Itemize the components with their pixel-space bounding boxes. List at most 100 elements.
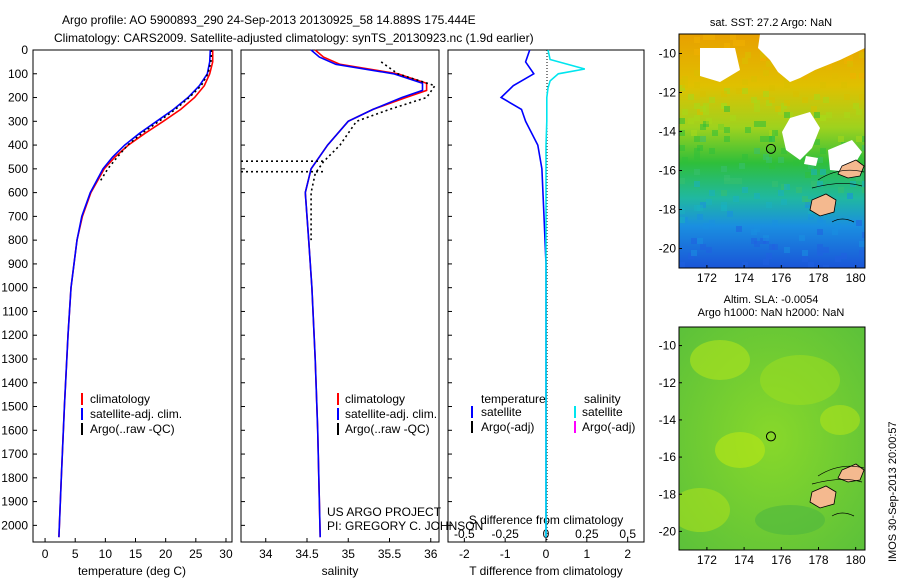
map-x-tick-label: 176 xyxy=(771,553,791,567)
y-tick-label: 100 xyxy=(8,67,28,81)
t-diff-xlabel: T difference from climatology xyxy=(469,564,623,578)
y-tick-label: 1800 xyxy=(1,471,28,485)
temperature-curves xyxy=(58,49,214,538)
y-tick-label: 1600 xyxy=(1,423,28,437)
y-tick-label: 1300 xyxy=(1,352,28,366)
y-tick-label: 600 xyxy=(8,186,28,200)
temperature-xlabel: temperature (deg C) xyxy=(78,564,186,578)
x-tick-label: 35.5 xyxy=(378,547,402,561)
map-y-tick-label: -18 xyxy=(659,203,677,217)
map-x-tick-label: 172 xyxy=(697,271,717,285)
series-satellite-adj--clim- xyxy=(304,49,424,538)
map-y-tick-label: -20 xyxy=(659,524,677,538)
map-y-tick-label: -16 xyxy=(659,450,677,464)
float-position-marker xyxy=(765,431,776,442)
y-tick-label: 1200 xyxy=(1,328,28,342)
map-y-tick-label: -12 xyxy=(659,86,677,100)
x-tick-label: 36 xyxy=(424,547,438,561)
x-tick-label: 2 xyxy=(624,547,631,561)
map1-axes: 172 174 176 178 180 -10 -12 -14 -16 -18 -20 xyxy=(659,47,866,286)
x2-tick-label: -0.25 xyxy=(491,527,519,541)
temperature-x-axis: 0 5 10 15 20 25 30 xyxy=(42,538,233,561)
x2-tick-label: 0.5 xyxy=(619,527,636,541)
x-tick-label: -1 xyxy=(500,547,511,561)
series-climatology xyxy=(58,50,214,538)
x-tick-label: 34.5 xyxy=(295,547,319,561)
legend-salinity: salinity xyxy=(584,392,621,406)
y-tick-label: 1900 xyxy=(1,495,28,509)
y-tick-label: 400 xyxy=(8,138,28,152)
map2-frame xyxy=(678,326,866,551)
y-tick-label: 0 xyxy=(21,43,28,57)
x-tick-label: 20 xyxy=(159,547,173,561)
y-tick-label: 200 xyxy=(8,91,28,105)
x2-tick-label: 0.25 xyxy=(575,527,599,541)
x-tick-label: 10 xyxy=(99,547,113,561)
y-tick-label: 800 xyxy=(8,233,28,247)
x-tick-label: -2 xyxy=(459,547,470,561)
map-x-tick-label: 174 xyxy=(734,271,754,285)
series-satellite xyxy=(499,49,547,538)
legend-argo: Argo(..raw -QC) xyxy=(90,422,175,436)
y-tick-label: 300 xyxy=(8,114,28,128)
y-tick-label: 900 xyxy=(8,257,28,271)
map1-frame xyxy=(678,33,866,269)
salinity-x-axis: 34 34.5 35 35.5 36 xyxy=(259,538,438,561)
y-tick-label: 1400 xyxy=(1,376,28,390)
map2-title2: Argo h1000: NaN h2000: NaN xyxy=(698,307,845,319)
map-y-tick-label: -14 xyxy=(659,413,677,427)
legend-satellite-t: satellite xyxy=(481,405,522,419)
legend-climatology: climatology xyxy=(345,392,405,406)
x-tick-label: 0 xyxy=(42,547,49,561)
legend-climatology: climatology xyxy=(90,392,150,406)
legend-argo: Argo(..raw -QC) xyxy=(345,422,430,436)
map-x-tick-label: 180 xyxy=(846,271,866,285)
map-y-tick-label: -16 xyxy=(659,164,677,178)
x-tick-label: 0 xyxy=(543,547,550,561)
legend-satellite-s: satellite xyxy=(582,405,623,419)
legend-temperature: temperature xyxy=(481,392,546,406)
y-tick-label: 1100 xyxy=(2,304,28,318)
map2-title1: Altim. SLA: -0.0054 xyxy=(724,294,819,306)
map-y-tick-label: -14 xyxy=(659,125,677,139)
difference-legend: temperature satellite Argo(-adj) salinit… xyxy=(471,392,635,434)
difference-x-axis: -2 -1 0 1 2 xyxy=(459,538,631,561)
sst-map xyxy=(679,34,865,268)
map-x-tick-label: 178 xyxy=(808,271,828,285)
salinity-curves xyxy=(241,49,437,538)
temperature-legend: climatology satellite-adj. clim. Argo(..… xyxy=(81,392,182,436)
x-tick-label: 30 xyxy=(219,547,233,561)
y-tick-label: 1500 xyxy=(1,400,28,414)
x-tick-label: 1 xyxy=(583,547,590,561)
map-y-tick-label: -12 xyxy=(659,376,677,390)
map2-axes: 172 174 176 178 180 -10 -12 -14 -16 -18 -20 xyxy=(659,339,866,567)
header-line2: Climatology: CARS2009. Satellite-adjuste… xyxy=(54,31,534,45)
legend-argo-s: Argo(-adj) xyxy=(582,420,635,434)
map-x-tick-label: 180 xyxy=(846,553,866,567)
y-tick-label: 1700 xyxy=(1,447,28,461)
x-tick-label: 5 xyxy=(72,547,79,561)
map-x-tick-label: 172 xyxy=(697,553,717,567)
difference-curves xyxy=(499,49,586,538)
y-tick-label: 700 xyxy=(8,209,28,223)
salinity-legend: climatology satellite-adj. clim. Argo(..… xyxy=(337,392,437,436)
legend-argo-t: Argo(-adj) xyxy=(481,420,534,434)
map-y-tick-label: -10 xyxy=(659,339,677,353)
y-tick-label: 1000 xyxy=(1,281,28,295)
x-tick-label: 34 xyxy=(259,547,273,561)
legend-satellite: satellite-adj. clim. xyxy=(345,407,437,421)
series-satellite xyxy=(545,49,586,538)
map-y-tick-label: -18 xyxy=(659,487,677,501)
y-tick-label: 2000 xyxy=(1,518,28,532)
salinity-panel xyxy=(240,49,440,543)
map-y-tick-label: -20 xyxy=(659,242,677,256)
credit-line2: PI: GREGORY C. JOHNSON xyxy=(327,519,483,533)
series-satellite-adj--clim- xyxy=(58,49,212,538)
map-y-tick-label: -10 xyxy=(659,47,677,61)
sla-map xyxy=(679,327,865,550)
series-argo---raw--qc- xyxy=(99,49,213,182)
map-x-tick-label: 174 xyxy=(734,553,754,567)
credit-line1: US ARGO PROJECT xyxy=(327,505,442,519)
map1-title: sat. SST: 27.2 Argo: NaN xyxy=(710,17,832,29)
